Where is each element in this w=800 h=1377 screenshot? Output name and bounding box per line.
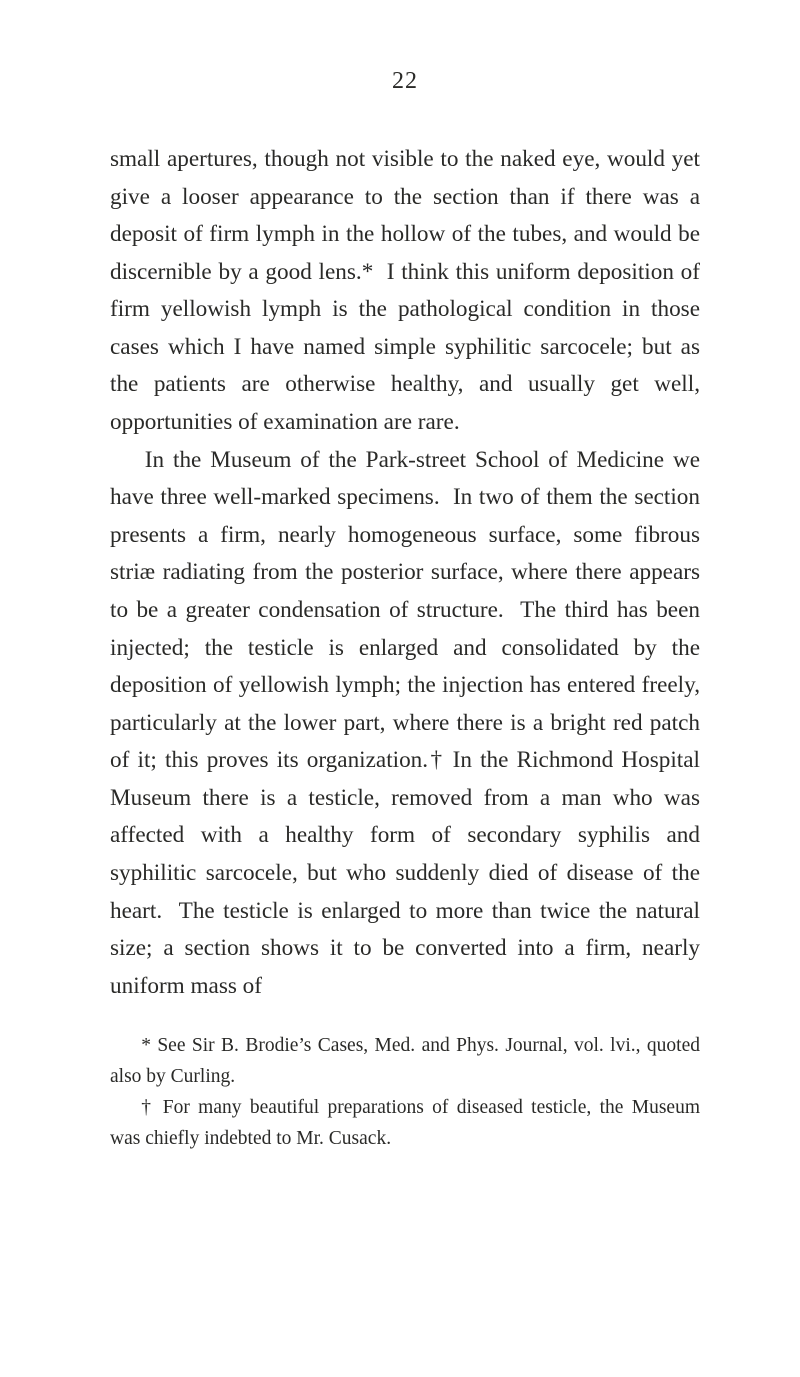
page-container: 22 small apertures, though not visible t…	[0, 0, 800, 1377]
page-number: 22	[110, 68, 700, 95]
footnote-1: * See Sir B. Brodie’s Cases, Med. and Ph…	[110, 1031, 700, 1093]
paragraph-2: In the Museum of the Park-street School …	[110, 442, 700, 1006]
body-text: small apertures, though not visible to t…	[110, 141, 700, 1005]
paragraph-1: small apertures, though not visible to t…	[110, 141, 700, 442]
footnote-2: † For many beautiful preparations of dis…	[110, 1093, 700, 1155]
footnotes: * See Sir B. Brodie’s Cases, Med. and Ph…	[110, 1031, 700, 1154]
